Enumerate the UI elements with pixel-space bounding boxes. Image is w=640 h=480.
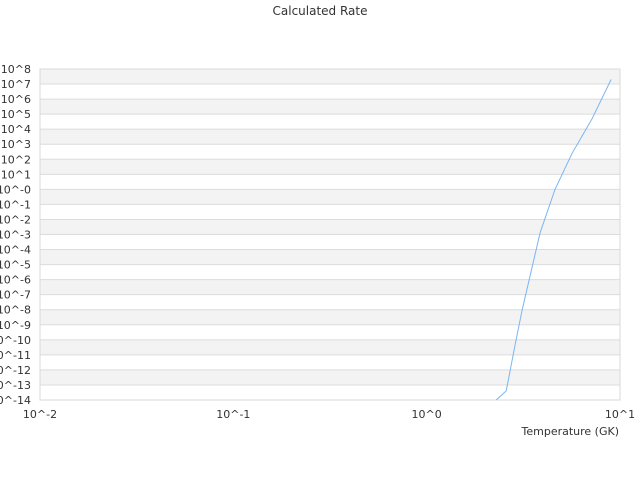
y-tick-label: 10^-5 <box>0 259 31 272</box>
grid-band <box>40 129 620 145</box>
grid-band <box>40 234 620 250</box>
x-tick-label: 10^-2 <box>23 408 57 421</box>
grid-band <box>40 369 620 385</box>
y-tick-label: 10^-13 <box>0 379 31 392</box>
grid-band <box>40 174 620 190</box>
y-tick-label: 10^5 <box>1 108 31 121</box>
y-tick-label: 10^-9 <box>0 319 31 332</box>
y-tick-label: 10^-14 <box>0 394 31 407</box>
y-tick-label: 10^-11 <box>0 349 31 362</box>
chart-title: Calculated Rate <box>272 4 368 18</box>
grid-band <box>40 189 620 205</box>
grid-band <box>40 69 620 85</box>
y-tick-label: 10^-8 <box>0 304 31 317</box>
y-tick-label: 10^7 <box>1 78 31 91</box>
series-line <box>495 79 612 401</box>
y-tick-label: 10^-3 <box>0 229 31 242</box>
grid-band <box>40 249 620 265</box>
y-tick-label: 10^6 <box>1 93 31 106</box>
y-tick-label: 10^-0 <box>0 183 31 196</box>
y-tick-label: 10^-6 <box>0 274 31 287</box>
y-tick-label: 10^8 <box>1 63 31 76</box>
grid-band <box>40 294 620 310</box>
grid-band <box>40 324 620 340</box>
grid-band <box>40 84 620 100</box>
grid-band <box>40 279 620 295</box>
grid-band <box>40 159 620 175</box>
y-tick-label: 10^-7 <box>0 289 31 302</box>
grid-band <box>40 384 620 400</box>
y-tick-label: 10^-10 <box>0 334 31 347</box>
grid-band <box>40 99 620 115</box>
x-axis-label: Temperature (GK) <box>521 425 620 438</box>
y-tick-label: 10^-1 <box>0 198 31 211</box>
y-tick-label: 10^2 <box>1 153 31 166</box>
x-tick-label: 10^1 <box>605 408 635 421</box>
y-tick-label: 10^-4 <box>0 244 31 257</box>
x-tick-label: 10^0 <box>412 408 442 421</box>
grid-band <box>40 204 620 220</box>
y-tick-label: 10^-12 <box>0 364 31 377</box>
grid-band <box>40 114 620 130</box>
grid-band <box>40 354 620 370</box>
plot-border <box>39 68 621 401</box>
y-tick-label: 10^1 <box>1 168 31 181</box>
y-tick-label: 10^4 <box>1 123 31 136</box>
grid-band <box>40 309 620 325</box>
y-tick-label: 10^-2 <box>0 213 31 226</box>
x-tick-label: 10^-1 <box>216 408 250 421</box>
grid-band <box>40 219 620 235</box>
grid-band <box>40 264 620 280</box>
y-tick-label: 10^3 <box>1 138 31 151</box>
grid-band <box>40 144 620 160</box>
grid-band <box>40 339 620 355</box>
